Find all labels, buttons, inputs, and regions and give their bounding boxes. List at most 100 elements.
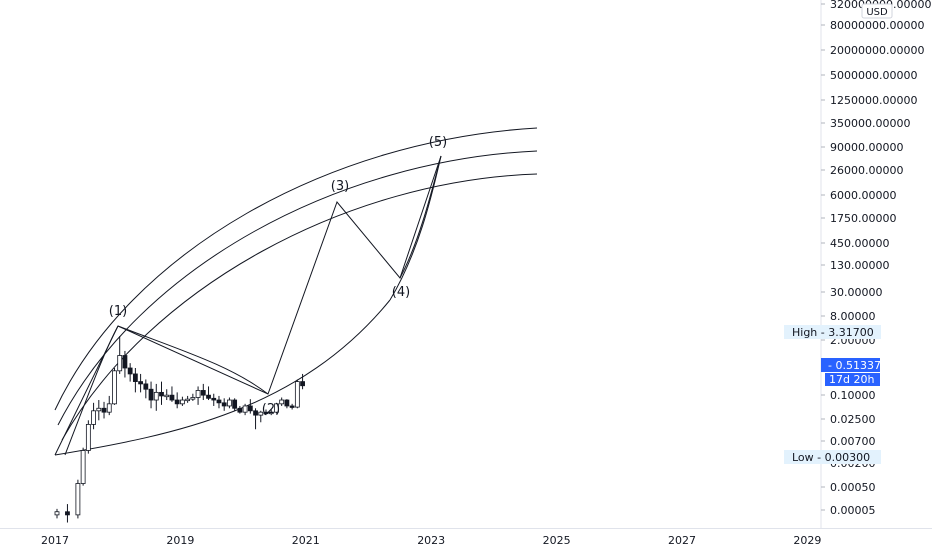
countdown-badge <box>825 373 880 386</box>
fibonacci-arcs-layer <box>54 127 538 456</box>
price-tick-label: 8.00000 <box>830 310 876 323</box>
candle-body[interactable] <box>221 402 227 407</box>
time-tick-label: 2017 <box>41 534 69 547</box>
candle-body[interactable] <box>195 390 201 398</box>
candle-body[interactable] <box>294 381 300 408</box>
candle-body[interactable] <box>138 381 144 385</box>
price-tick-label: 6000.00000 <box>830 189 896 202</box>
price-tick-label: 26000.00000 <box>830 164 903 177</box>
candle-body[interactable] <box>153 391 159 401</box>
candle-body[interactable] <box>75 483 81 516</box>
price-tick-label: 0.00050 <box>830 481 876 494</box>
candle-body[interactable] <box>91 410 96 425</box>
candle-body[interactable] <box>169 394 175 401</box>
fib-arc-middle <box>57 150 538 426</box>
price-tick-label: 0.02500 <box>830 413 876 426</box>
low-badge[interactable] <box>784 450 881 464</box>
candle-body[interactable] <box>132 373 138 382</box>
candle-body[interactable] <box>127 367 133 375</box>
current-price-label: - 0.51337 <box>828 359 881 372</box>
time-axis[interactable]: 2017 2019 2021 2023 2025 2027 2029 <box>0 528 932 548</box>
wave-2-projection <box>117 325 269 395</box>
currency-badge[interactable] <box>861 3 893 19</box>
candle-body[interactable] <box>253 410 258 416</box>
candle-body[interactable] <box>227 399 232 407</box>
price-tick-label: 450.00000 <box>830 237 890 250</box>
low-badge-label: Low - 0.00300 <box>792 451 870 464</box>
time-tick-label: 2029 <box>793 534 821 547</box>
candle-body[interactable] <box>65 511 70 516</box>
fib-arc-lower <box>54 299 391 456</box>
candle-body[interactable] <box>274 403 279 413</box>
price-tick-label: 0.00005 <box>830 504 876 517</box>
current-price-badge[interactable] <box>821 358 880 372</box>
elliott-wave-layer <box>54 155 442 456</box>
countdown-label: 17d 20h <box>829 373 874 386</box>
candle-body[interactable] <box>211 397 217 401</box>
time-tick-label: 2025 <box>543 534 571 547</box>
candle-body[interactable] <box>96 407 102 412</box>
price-tick-label: 0.00700 <box>830 435 876 448</box>
candle-body[interactable] <box>242 405 248 413</box>
time-tick-label: 2021 <box>292 534 320 547</box>
price-tick-label: 130.00000 <box>830 259 890 272</box>
high-badge-label: High - 3.31700 <box>792 326 874 339</box>
candle-body[interactable] <box>122 355 128 369</box>
price-tick-label: 20000000.00000 <box>830 44 924 57</box>
candle-body[interactable] <box>179 399 185 405</box>
elliott-wave-path[interactable] <box>54 155 442 456</box>
high-badge[interactable] <box>784 325 881 339</box>
candle-body[interactable] <box>54 511 60 516</box>
wave-label: (5) <box>429 135 447 150</box>
candle-body[interactable] <box>164 394 170 398</box>
candle-body[interactable] <box>206 394 211 399</box>
candle-body[interactable] <box>300 381 305 387</box>
candle-body[interactable] <box>268 411 274 415</box>
wave-label: (3) <box>331 179 349 194</box>
candle-body[interactable] <box>80 450 86 484</box>
price-badges-layer: High - 3.31700 Low - 0.00300 - 0.5133717d … <box>784 325 881 464</box>
wave-label: (4) <box>392 285 410 300</box>
price-tick-label: 0.10000 <box>830 389 876 402</box>
candle-body[interactable] <box>279 399 285 405</box>
candle-body[interactable] <box>200 390 206 396</box>
candle-body[interactable] <box>117 355 123 372</box>
price-tick-label: 80000000.00000 <box>830 19 924 32</box>
candle-body[interactable] <box>258 411 264 416</box>
price-tick-label: 90000.00000 <box>830 141 903 154</box>
candle-body[interactable] <box>159 391 164 397</box>
candle-body[interactable] <box>174 399 180 405</box>
candle-body[interactable] <box>247 405 253 412</box>
time-tick-label: 2023 <box>417 534 445 547</box>
price-tick-label: 5000000.00000 <box>830 69 917 82</box>
fib-arc-outer <box>54 127 538 411</box>
candle-body[interactable] <box>101 407 107 413</box>
currency-label: USD <box>866 7 888 18</box>
candle-body[interactable] <box>112 370 117 405</box>
fib-fan-line <box>64 325 119 456</box>
price-axis[interactable]: 320000000.0000080000000.0000020000000.00… <box>820 0 931 528</box>
candle-body[interactable] <box>232 399 238 409</box>
price-tick-label: 30.00000 <box>830 286 883 299</box>
wave-labels-layer: (1) (2) (3) (4) (5) <box>109 135 447 417</box>
time-tick-label: 2019 <box>166 534 194 547</box>
candle-body[interactable] <box>148 388 154 401</box>
price-tick-label: 350000.00000 <box>830 117 910 130</box>
candles-layer <box>54 336 305 523</box>
candle-body[interactable] <box>190 397 196 400</box>
candle-body[interactable] <box>216 399 222 404</box>
candle-body[interactable] <box>85 423 91 451</box>
candle-body[interactable] <box>185 398 191 402</box>
price-tick-label: 1250000.00000 <box>830 94 917 107</box>
candle-body[interactable] <box>284 399 290 407</box>
candle-body[interactable] <box>289 405 295 408</box>
wave-label: (1) <box>109 304 127 319</box>
candle-body[interactable] <box>106 403 112 413</box>
price-tick-label: 1750.00000 <box>830 212 896 225</box>
wave-5-projection <box>399 155 442 279</box>
candle-body[interactable] <box>263 411 269 415</box>
candle-body[interactable] <box>143 383 149 390</box>
candle-body[interactable] <box>237 407 243 413</box>
